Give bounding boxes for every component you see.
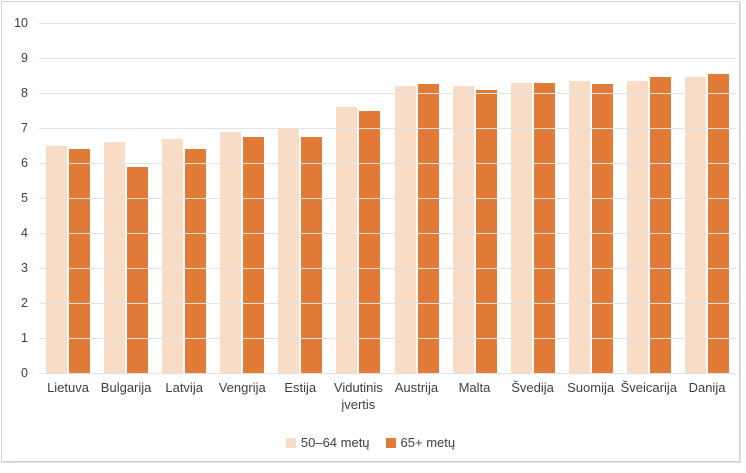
gridline (39, 162, 736, 164)
x-label-1: Bulgarija (100, 380, 152, 395)
bar-group-11 (678, 23, 736, 373)
bar-group-6 (387, 23, 445, 373)
x-label-11: Danija (688, 380, 726, 395)
gridline (39, 232, 736, 234)
bar (475, 89, 497, 373)
bar (104, 142, 126, 373)
legend-item-1: 65+ metų (385, 435, 456, 450)
x-label-4: Estija (284, 380, 317, 395)
bar (127, 166, 149, 373)
y-tick-label: 8 (21, 85, 28, 100)
gridline (39, 267, 736, 269)
x-label-0: Lietuva (47, 380, 89, 395)
legend-label: 50–64 metų (300, 435, 370, 450)
y-tick-label: 9 (21, 50, 28, 65)
bar (452, 86, 474, 373)
gridline (39, 302, 736, 304)
bar (533, 82, 555, 373)
gridline (39, 337, 736, 339)
gridline (39, 22, 736, 24)
y-tick-label: 2 (21, 295, 28, 310)
bar (162, 138, 184, 373)
bar (46, 145, 68, 373)
bar (336, 107, 358, 373)
gridline (39, 197, 736, 199)
x-label-9: Suomija (567, 380, 615, 395)
legend-item-0: 50–64 metų (285, 435, 370, 450)
bar (510, 82, 532, 373)
bar-group-4 (271, 23, 329, 373)
bar (707, 73, 729, 373)
bar-group-10 (620, 23, 678, 373)
bar-group-5 (329, 23, 387, 373)
bar-group-1 (97, 23, 155, 373)
x-label-10: Šveicarija (620, 380, 677, 395)
bar (591, 84, 613, 373)
bar (220, 131, 242, 373)
gridline (39, 127, 736, 129)
bar (69, 149, 91, 373)
bar-group-9 (562, 23, 620, 373)
y-tick-label: 5 (21, 190, 28, 205)
x-axis-labels: Lietuva Bulgarija Latvija Vengrija Estija Vid… (39, 379, 736, 413)
bar (301, 136, 323, 373)
bar (359, 110, 381, 373)
bar-group-7 (446, 23, 504, 373)
y-tick-label: 1 (21, 330, 28, 345)
bar (649, 77, 671, 373)
bar (417, 84, 439, 373)
bar (185, 149, 207, 373)
bar (568, 80, 590, 373)
bar-group-0 (39, 23, 97, 373)
bar (684, 77, 706, 373)
y-tick-label: 6 (21, 155, 28, 170)
x-label-2: Latvija (165, 380, 203, 395)
legend-swatch-icon (385, 437, 396, 448)
bar (243, 136, 265, 373)
bar (278, 128, 300, 373)
gridline (39, 92, 736, 94)
x-label-7: Malta (458, 380, 491, 395)
x-label-3: Vengrija (218, 380, 266, 395)
x-label-5: Vidutinis įvertis (333, 380, 383, 412)
bar (394, 86, 416, 373)
x-label-8: Švedija (511, 380, 554, 395)
y-tick-label: 7 (21, 120, 28, 135)
chart-frame: 0 1 2 3 4 5 6 7 8 9 10 Lietuva Bulgarija Latvija Veng… (1, 1, 740, 462)
plot-area (39, 22, 736, 374)
y-tick-label: 4 (21, 225, 28, 240)
y-tick-label: 10 (14, 15, 28, 30)
gridline (39, 57, 736, 59)
bar-group-2 (155, 23, 213, 373)
legend: 50–64 metų 65+ metų (2, 435, 739, 450)
x-label-6: Austrija (394, 380, 439, 395)
legend-label: 65+ metų (400, 435, 456, 450)
gridline (39, 372, 736, 374)
legend-swatch-icon (285, 437, 296, 448)
bars-row (39, 23, 736, 373)
bar-group-8 (504, 23, 562, 373)
y-axis: 0 1 2 3 4 5 6 7 8 9 10 (2, 16, 32, 380)
y-tick-label: 3 (21, 260, 28, 275)
bar-group-3 (213, 23, 271, 373)
y-tick-label: 0 (21, 365, 28, 380)
bar (626, 80, 648, 373)
